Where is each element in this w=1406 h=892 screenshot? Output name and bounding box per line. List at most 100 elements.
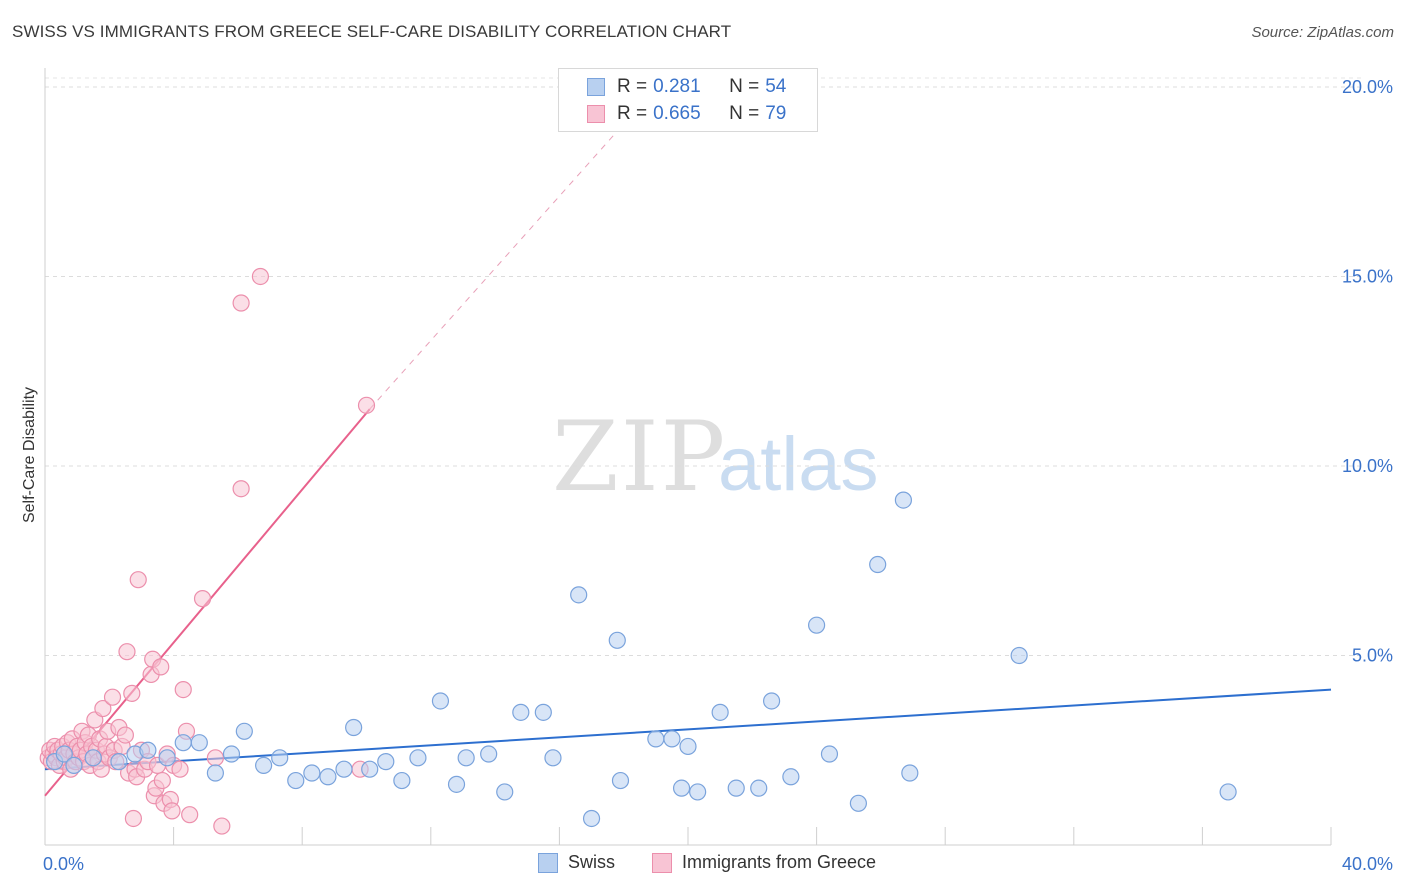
point-swiss <box>782 768 800 786</box>
point-swiss <box>303 764 321 782</box>
point-swiss <box>1010 646 1028 665</box>
point-greece <box>232 294 250 312</box>
point-greece <box>123 684 141 702</box>
legend-r-value-swiss: 0.281 <box>653 76 701 97</box>
point-swiss <box>496 783 514 801</box>
point-swiss <box>431 692 450 710</box>
point-swiss <box>139 741 157 759</box>
point-swiss <box>582 809 601 828</box>
point-swiss <box>480 745 498 763</box>
point-swiss <box>679 737 697 756</box>
legend-swatch-swiss <box>587 78 605 96</box>
point-swiss <box>190 734 208 752</box>
point-greece <box>206 749 224 767</box>
bottom-legend-label-greece: Immigrants from Greece <box>682 852 877 872</box>
axes <box>44 68 1332 846</box>
point-swiss <box>158 749 176 767</box>
point-greece <box>103 688 122 706</box>
point-swiss <box>84 749 102 767</box>
point-swiss <box>750 779 768 797</box>
y-tick-label: 20.0% <box>1342 77 1393 97</box>
chart-title: SWISS VS IMMIGRANTS FROM GREECE SELF-CAR… <box>12 22 732 41</box>
point-swiss <box>235 722 253 740</box>
point-swiss <box>849 794 867 812</box>
point-swiss <box>447 775 466 793</box>
point-greece <box>152 658 170 676</box>
point-swiss <box>206 764 224 782</box>
y-tick-label: 15.0% <box>1342 266 1393 286</box>
point-swiss <box>287 771 305 790</box>
point-swiss <box>271 749 289 767</box>
point-swiss <box>393 771 411 790</box>
bottom-legend-greece: Immigrants from Greece <box>652 852 876 873</box>
point-swiss <box>894 491 913 509</box>
point-greece <box>163 802 181 820</box>
point-swiss <box>570 586 588 604</box>
source-label: Source: ZipAtlas.com <box>1251 24 1394 41</box>
point-greece <box>174 680 192 699</box>
point-swiss <box>663 730 681 748</box>
point-swiss <box>1219 783 1237 801</box>
tick-labels: 5.0% 10.0% 15.0% 20.0% 0.0% 40.0% <box>43 77 1393 874</box>
point-swiss <box>689 783 707 801</box>
stats-legend: R = 0.281 N = 54 R = 0.665 N = 79 <box>558 68 818 132</box>
point-greece <box>357 396 376 414</box>
point-greece <box>181 806 199 824</box>
trend-extension-greece <box>369 105 641 410</box>
point-swiss <box>611 771 630 790</box>
trend-line-swiss <box>44 688 1332 771</box>
point-swiss <box>409 749 427 767</box>
point-swiss <box>55 745 73 763</box>
legend-n-value-swiss: 54 <box>765 76 787 97</box>
y-tick-label: 10.0% <box>1342 456 1393 476</box>
point-greece <box>116 726 134 744</box>
legend-r-value-greece: 0.665 <box>653 103 701 124</box>
bottom-legend-label-swiss: Swiss <box>568 852 616 872</box>
legend-r-label: R = <box>617 103 648 124</box>
point-greece <box>94 699 112 718</box>
point-swiss <box>319 768 337 786</box>
legend-n-label: N = <box>729 103 760 124</box>
point-greece <box>213 817 231 835</box>
legend-row-greece: R = 0.665 N = 79 <box>587 102 786 126</box>
point-swiss <box>457 749 475 767</box>
point-swiss <box>377 753 395 771</box>
bottom-legend-swatch-greece <box>652 852 672 873</box>
point-swiss <box>65 756 83 775</box>
point-swiss <box>647 730 665 748</box>
point-swiss <box>869 555 887 574</box>
point-swiss <box>820 745 839 763</box>
point-swiss <box>727 779 745 797</box>
point-greece <box>251 267 270 286</box>
watermark-atlas: atlas <box>718 422 879 507</box>
point-swiss <box>807 616 826 634</box>
bottom-legend-swiss: Swiss <box>538 852 615 873</box>
point-swiss <box>512 703 530 721</box>
point-swiss <box>345 718 363 737</box>
legend-r-label: R = <box>617 76 648 97</box>
point-greece <box>124 809 143 828</box>
point-swiss <box>110 753 128 771</box>
x-tick-label-min: 0.0% <box>43 854 84 874</box>
legend-n-value-greece: 79 <box>765 103 787 124</box>
data-points <box>39 267 1237 835</box>
point-greece <box>232 480 250 498</box>
point-swiss <box>672 779 691 797</box>
legend-row-swiss: R = 0.281 N = 54 <box>587 75 786 99</box>
point-greece <box>153 771 171 790</box>
point-greece <box>118 643 136 661</box>
point-swiss <box>534 703 552 721</box>
point-swiss <box>608 631 626 649</box>
point-greece <box>129 571 147 589</box>
point-swiss <box>335 760 353 778</box>
point-swiss <box>762 692 781 710</box>
legend-swatch-greece <box>587 105 605 123</box>
x-tick-label-max: 40.0% <box>1342 854 1393 874</box>
watermark-zip: ZIP <box>552 401 727 513</box>
point-swiss <box>711 703 729 721</box>
point-swiss <box>361 760 379 778</box>
point-swiss <box>222 745 241 763</box>
bottom-legend-swatch-swiss <box>538 852 558 873</box>
point-greece <box>193 590 212 608</box>
